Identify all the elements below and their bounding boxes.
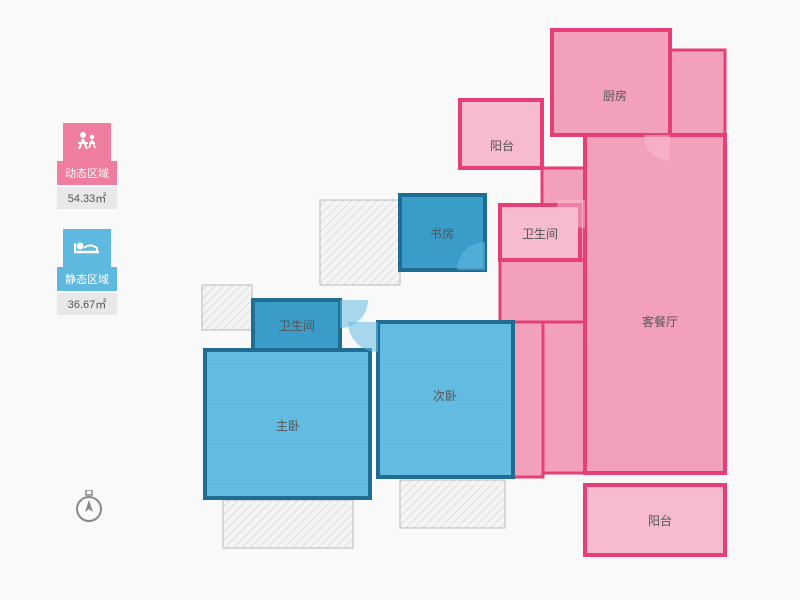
- svg-text:阳台: 阳台: [490, 138, 514, 153]
- legend-static-title: 静态区域: [57, 267, 117, 291]
- people-icon: [63, 123, 111, 161]
- room-living: [585, 135, 725, 473]
- legend-dynamic-title: 动态区域: [57, 161, 117, 185]
- svg-text:主卧: 主卧: [276, 419, 300, 433]
- svg-text:阳台: 阳台: [648, 513, 672, 528]
- svg-text:次卧: 次卧: [433, 389, 457, 403]
- svg-text:卫生间: 卫生间: [522, 227, 558, 241]
- svg-text:卫生间: 卫生间: [279, 319, 315, 333]
- room-kitchen: [552, 30, 670, 135]
- legend-dynamic: 动态区域 54.33㎡: [57, 123, 117, 209]
- compass-icon: [75, 490, 103, 522]
- svg-text:厨房: 厨房: [603, 88, 627, 103]
- svg-text:书房: 书房: [430, 226, 454, 241]
- bed-icon: [63, 229, 111, 267]
- rooms: [205, 30, 725, 555]
- floor-plan: 厨房阳台卫生间客餐厅阳台书房卫生间主卧次卧: [0, 0, 800, 600]
- legend-dynamic-value: 54.33㎡: [57, 187, 117, 209]
- legend: 动态区域 54.33㎡ 静态区域 36.67㎡: [57, 123, 117, 335]
- legend-static-value: 36.67㎡: [57, 293, 117, 315]
- svg-text:客餐厅: 客餐厅: [642, 314, 678, 329]
- room-balcony_n: [460, 100, 542, 168]
- legend-static: 静态区域 36.67㎡: [57, 229, 117, 315]
